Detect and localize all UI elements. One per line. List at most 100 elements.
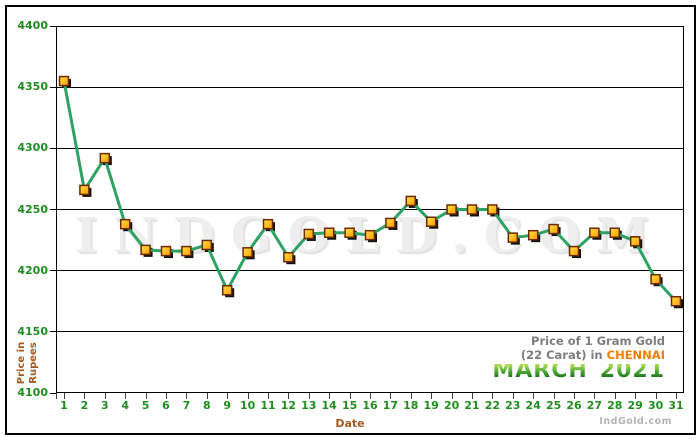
data-point-day-19 xyxy=(425,216,437,227)
price-line xyxy=(62,79,678,303)
y-axis-tick-4150 xyxy=(50,331,56,333)
data-point-day-7 xyxy=(181,245,192,257)
x-axis-tick-15 xyxy=(349,393,351,399)
x-axis-tick-28 xyxy=(614,393,616,399)
data-point-day-28 xyxy=(609,227,621,238)
gridline-4150 xyxy=(56,331,684,333)
x-axis-label-14: 14 xyxy=(321,399,337,412)
x-axis-tick-16 xyxy=(370,393,371,399)
data-point-day-11 xyxy=(262,218,274,230)
gridline-4200 xyxy=(56,270,684,272)
x-axis-tick-19 xyxy=(431,393,433,399)
y-axis-title-line2: Rupees xyxy=(28,342,39,384)
x-axis-tick-25 xyxy=(553,393,555,399)
data-point-day-27 xyxy=(589,227,600,238)
y-axis-title-line1: Price in xyxy=(16,341,27,385)
data-point-day-22 xyxy=(487,204,498,215)
x-axis-tick-2 xyxy=(84,393,86,399)
legend-month: MARCH xyxy=(492,358,588,383)
x-axis-label-16: 16 xyxy=(362,399,378,412)
x-axis-tick-3 xyxy=(104,393,106,399)
gridline-4350 xyxy=(56,86,684,88)
x-axis-label-23: 23 xyxy=(505,399,521,412)
data-point-day-1 xyxy=(58,75,70,87)
y-axis-tick-4100 xyxy=(50,392,56,394)
x-axis-label-17: 17 xyxy=(382,399,399,412)
x-axis-label-21: 21 xyxy=(464,399,480,412)
data-point-day-20 xyxy=(446,204,457,215)
x-axis-tick-7 xyxy=(186,393,188,399)
y-axis-label-4100: 4100 xyxy=(17,386,48,399)
x-axis-origin-tick xyxy=(56,393,57,399)
data-point-day-25 xyxy=(548,223,559,235)
x-axis-label-25: 25 xyxy=(545,399,562,412)
x-axis-label-31: 31 xyxy=(668,399,684,412)
data-point-day-24 xyxy=(527,229,539,241)
x-axis-label-10: 10 xyxy=(239,399,256,412)
data-point-day-5 xyxy=(140,244,151,256)
data-point-day-15 xyxy=(344,227,355,238)
legend-city: CHENNAI xyxy=(606,348,665,362)
y-axis-label-4200: 4200 xyxy=(17,263,48,277)
outer-border xyxy=(5,5,696,435)
legend-line1: Price of 1 Gram Gold xyxy=(531,334,665,348)
x-axis-tick-4 xyxy=(125,393,127,399)
data-point-day-26 xyxy=(568,245,580,257)
data-point-day-3 xyxy=(99,152,111,164)
x-axis-label-12: 12 xyxy=(280,399,297,412)
x-axis-label-15: 15 xyxy=(341,399,358,412)
x-axis-label-2: 2 xyxy=(80,399,89,412)
chart-legend: Price of 1 Gram Gold (22 Carat) in CHENN… xyxy=(492,334,665,378)
x-axis-tick-8 xyxy=(206,393,208,399)
x-axis-label-24: 24 xyxy=(525,399,541,412)
y-axis-label-4250: 4250 xyxy=(17,202,48,216)
data-point-day-21 xyxy=(466,204,478,215)
x-axis-tick-22 xyxy=(492,393,494,399)
x-axis-tick-14 xyxy=(329,393,331,399)
x-axis-tick-21 xyxy=(472,393,473,399)
data-point-day-8 xyxy=(201,239,213,251)
x-axis-label-3: 3 xyxy=(100,399,109,412)
x-axis-tick-30 xyxy=(655,393,657,399)
x-axis-label-29: 29 xyxy=(627,399,643,412)
data-point-day-14 xyxy=(323,227,335,238)
x-axis-label-7: 7 xyxy=(182,399,191,412)
data-point-day-10 xyxy=(242,247,253,258)
x-axis-label-22: 22 xyxy=(484,399,501,412)
y-axis-label-4150: 4150 xyxy=(17,324,48,338)
data-point-day-4 xyxy=(119,218,131,230)
x-axis-tick-23 xyxy=(512,393,514,399)
data-point-day-9 xyxy=(221,284,233,296)
legend-month-year: MARCH 2021 xyxy=(492,364,665,378)
x-axis-tick-18 xyxy=(410,393,412,399)
x-axis-label-8: 8 xyxy=(202,399,211,412)
x-axis-tick-6 xyxy=(166,393,167,399)
x-axis-tick-27 xyxy=(594,393,596,399)
x-axis-label-4: 4 xyxy=(121,399,130,412)
y-axis-label-4300: 4300 xyxy=(17,141,48,155)
x-axis-label-20: 20 xyxy=(443,399,460,412)
x-axis-label-30: 30 xyxy=(647,399,664,412)
x-axis-tick-9 xyxy=(227,393,229,399)
x-axis-label-11: 11 xyxy=(260,399,276,412)
x-axis-label-19: 19 xyxy=(423,399,439,412)
y-axis-label-4400: 4400 xyxy=(17,19,48,32)
y-axis-title: Price in Rupees xyxy=(16,340,42,386)
x-axis-tick-13 xyxy=(308,393,310,399)
legend-carat-text: (22 Carat) in xyxy=(520,348,603,362)
y-axis-label-4350: 4350 xyxy=(17,80,48,94)
brand-credit: IndGold.com xyxy=(599,416,672,427)
legend-year: 2021 xyxy=(599,358,665,383)
data-point-day-23 xyxy=(507,232,519,243)
data-point-day-29 xyxy=(629,236,641,247)
x-axis-label-6: 6 xyxy=(162,399,170,412)
y-axis-tick-4400 xyxy=(50,25,56,27)
x-axis-label-9: 9 xyxy=(223,399,232,412)
x-axis-tick-1 xyxy=(64,393,65,399)
x-axis-label-26: 26 xyxy=(566,399,582,412)
data-point-day-18 xyxy=(405,195,417,207)
data-point-day-17 xyxy=(385,217,396,229)
x-axis-tick-10 xyxy=(247,393,249,399)
x-axis-tick-26 xyxy=(574,393,575,399)
